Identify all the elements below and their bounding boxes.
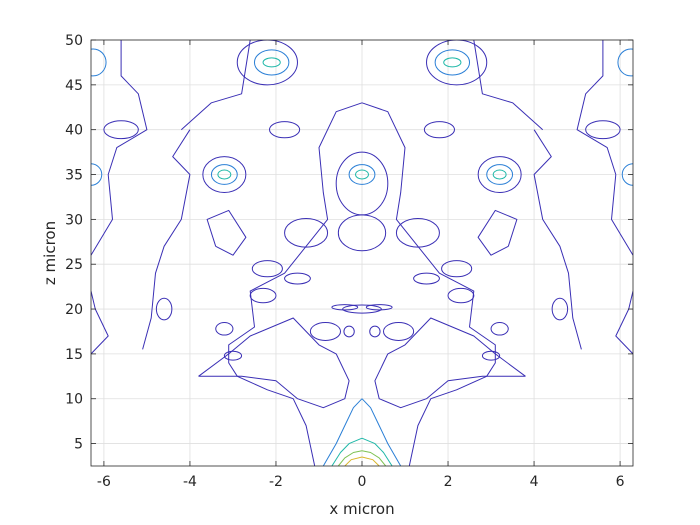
y-tick-label: 45: [65, 78, 83, 94]
contour-loop: [441, 260, 473, 278]
contour-loop: [395, 217, 440, 248]
contour-line: [180, 40, 251, 131]
contour-line: [361, 450, 387, 466]
contour-loop: [383, 322, 415, 341]
y-axis-label: z micron: [41, 221, 59, 285]
contour-loop: [91, 48, 107, 77]
contour-line: [374, 317, 526, 409]
y-tick-label: 25: [65, 257, 83, 273]
contour-loop: [309, 322, 341, 341]
contour-line: [91, 40, 148, 256]
contour-line: [477, 209, 518, 256]
contour-loop: [251, 260, 283, 278]
x-tick-label: -6: [97, 474, 111, 490]
y-tick-label: 30: [65, 212, 83, 228]
contour-loop: [369, 325, 381, 338]
contour-loop: [621, 163, 633, 186]
contour-loop: [249, 287, 277, 304]
y-tick-label: 40: [65, 123, 83, 139]
contour-line: [198, 317, 350, 409]
x-tick-label: 2: [444, 474, 453, 490]
contour-loop: [236, 40, 298, 86]
contour-loop: [617, 48, 633, 77]
y-tick-label: 35: [65, 168, 83, 184]
tick-marks: [91, 39, 633, 466]
contour-loop: [426, 40, 488, 86]
contour-line: [361, 102, 496, 466]
contour-line: [91, 290, 109, 355]
contour-loop: [343, 325, 355, 338]
contour-loop: [355, 169, 369, 180]
contour-loop: [481, 350, 501, 361]
contour-line: [473, 40, 544, 131]
contour-loop: [223, 350, 243, 361]
contour-line: [331, 437, 363, 466]
contour-loop: [434, 49, 471, 76]
contour-loop: [103, 120, 139, 140]
contour-loop: [284, 217, 329, 248]
contour-loop: [342, 304, 382, 314]
x-tick-label: 6: [616, 474, 625, 490]
contour-loop: [486, 164, 514, 185]
y-tick-labels: 5 10 15 20 25 30 35 40 45 50: [65, 33, 83, 453]
contour-line: [206, 209, 247, 256]
contour-loop: [551, 297, 569, 321]
contour-line: [361, 398, 402, 466]
contour-line: [337, 450, 363, 466]
x-tick-label: 0: [358, 474, 367, 490]
y-tick-label: 15: [65, 347, 83, 363]
contour-loop: [210, 164, 238, 185]
y-tick-label: 10: [65, 392, 83, 408]
contour-line: [361, 456, 380, 466]
contour-line: [322, 398, 363, 466]
contour-loop: [269, 121, 301, 139]
contour-loop: [413, 272, 440, 285]
contour-line: [361, 437, 393, 466]
y-tick-label: 50: [65, 33, 83, 49]
contour-loop: [335, 151, 389, 216]
contour-line: [576, 40, 633, 256]
contour-loop: [348, 164, 376, 185]
contour-line: [533, 129, 582, 350]
contour-loop: [253, 49, 290, 76]
contour-loop: [443, 57, 462, 68]
contour-loop: [365, 304, 393, 311]
contour-line: [228, 102, 363, 466]
contour-loop: [492, 169, 507, 180]
contour-loop: [262, 57, 281, 68]
contour-loop: [585, 120, 621, 140]
contour-loop: [215, 322, 234, 336]
x-tick-label: -2: [269, 474, 283, 490]
contour-loop: [284, 272, 311, 285]
y-tick-label: 5: [74, 437, 83, 453]
x-tick-label: -4: [183, 474, 197, 490]
contour-line: [344, 456, 363, 466]
contour-loop: [155, 297, 173, 321]
contour-loop: [217, 169, 232, 180]
contour-loop: [423, 121, 455, 139]
contour-loop: [447, 287, 475, 304]
contour-loop: [202, 156, 247, 193]
contour-lines: [91, 40, 633, 466]
contour-loop: [331, 304, 359, 311]
contour-loop: [490, 322, 509, 336]
contour-line: [615, 290, 633, 355]
x-tick-labels: -6 -4 -2 0 2 4 6: [97, 474, 625, 490]
y-tick-label: 20: [65, 302, 83, 318]
contour-loop: [477, 156, 522, 193]
x-tick-label: 4: [530, 474, 539, 490]
contour-line: [142, 129, 191, 350]
x-axis-label: x micron: [329, 500, 394, 518]
